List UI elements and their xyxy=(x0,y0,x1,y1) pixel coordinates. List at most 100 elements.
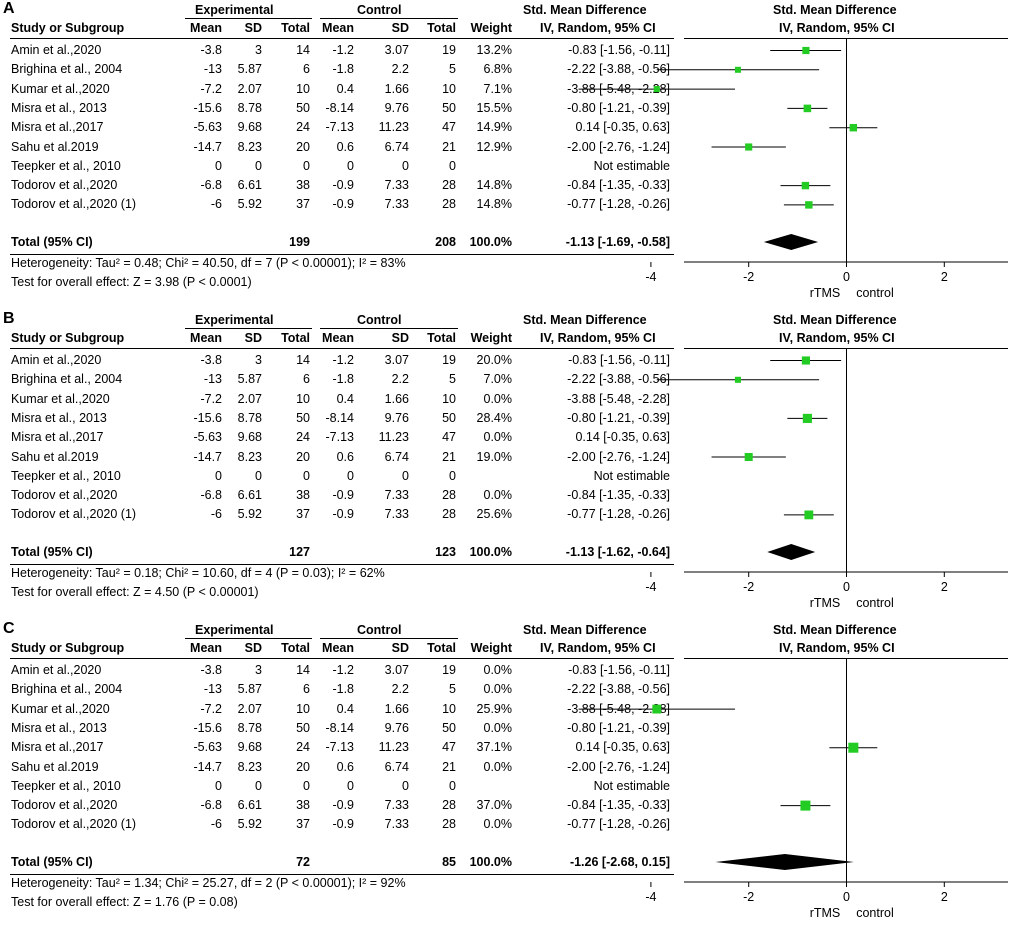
cell-e-total: 37 xyxy=(296,817,310,832)
cell-c-mean: -0.9 xyxy=(332,488,354,503)
study-name: Misra et al.,2017 xyxy=(11,120,104,135)
cell-e-total: 20 xyxy=(296,449,310,464)
cell-e-mean: -15.6 xyxy=(193,720,223,735)
point-estimate-square xyxy=(734,66,741,73)
rule-header-bottom xyxy=(10,348,674,349)
study-name: Amin et al.,2020 xyxy=(11,663,102,677)
rule-header-bottom xyxy=(10,658,674,659)
cell-c-sd: 7.33 xyxy=(384,507,409,522)
cell-ci-text: -2.00 [-2.76, -1.24] xyxy=(567,759,670,774)
header-method: IV, Random, 95% CI xyxy=(540,641,656,655)
favours-left-label: rTMS xyxy=(810,286,841,300)
study-name: Brighina et al., 2004 xyxy=(11,682,123,697)
cell-e-sd: 8.78 xyxy=(237,410,262,425)
cell-c-mean: 0.6 xyxy=(336,139,354,154)
cell-weight: 28.4% xyxy=(476,410,512,425)
cell-c-total: 10 xyxy=(442,701,456,716)
panel-letter: A xyxy=(3,0,15,17)
point-estimate-square xyxy=(849,123,858,132)
cell-weight: 0.0% xyxy=(483,430,513,445)
cell-c-mean: 0.6 xyxy=(336,449,354,464)
cell-e-mean: -14.7 xyxy=(193,759,223,774)
study-name: Amin et al.,2020 xyxy=(11,353,102,367)
header-e-total: Total xyxy=(281,21,310,35)
cell-ci-text: -3.88 [-5.48, -2.28] xyxy=(567,391,670,406)
cell-weight: 0.0% xyxy=(483,720,513,735)
total-label: Total (95% CI) xyxy=(11,235,93,249)
cell-e-sd: 3 xyxy=(255,353,262,367)
point-estimate-square xyxy=(802,46,810,55)
cell-c-sd: 7.33 xyxy=(384,817,409,832)
header-experimental: Experimental xyxy=(195,313,274,327)
cell-c-total: 50 xyxy=(442,100,456,115)
header-control: Control xyxy=(357,623,402,637)
total-weight: 100.0% xyxy=(469,855,512,869)
header-plot-title: Std. Mean Difference xyxy=(773,3,897,17)
cell-c-sd: 11.23 xyxy=(378,740,409,755)
point-estimate-square xyxy=(802,413,812,423)
cell-c-mean: -0.9 xyxy=(332,817,354,832)
cell-weight: 6.8% xyxy=(483,62,513,77)
header-control: Control xyxy=(357,313,402,327)
rule-table-bottom xyxy=(10,254,674,255)
header-experimental: Experimental xyxy=(195,623,274,637)
cell-e-mean: -13 xyxy=(203,372,222,387)
cell-c-sd: 2.2 xyxy=(391,62,409,77)
cell-e-sd: 8.23 xyxy=(237,759,262,774)
cell-c-mean: -7.13 xyxy=(325,740,355,755)
cell-c-mean: -0.9 xyxy=(332,798,354,813)
total-label: Total (95% CI) xyxy=(11,855,93,869)
header-study: Study or Subgroup xyxy=(11,331,125,345)
cell-e-sd: 6.61 xyxy=(237,178,262,193)
panel-letter: C xyxy=(3,620,15,637)
cell-ci-text: -2.22 [-3.88, -0.56] xyxy=(567,62,670,77)
cell-weight: 25.9% xyxy=(476,701,512,716)
point-estimate-square xyxy=(745,143,753,151)
study-name: Kumar et al.,2020 xyxy=(11,391,110,406)
x-tick-label: 0 xyxy=(843,580,850,594)
cell-c-sd: 3.07 xyxy=(384,663,409,677)
x-tick-label: -2 xyxy=(743,580,754,594)
header-e-sd: SD xyxy=(244,641,262,655)
x-tick-label: -4 xyxy=(645,890,656,904)
header-e-mean: Mean xyxy=(190,641,222,655)
header-c-sd: SD xyxy=(391,331,409,345)
favours-left-label: rTMS xyxy=(810,596,841,610)
cell-ci-text: Not estimable xyxy=(593,468,670,483)
cell-ci-text: -0.77 [-1.28, -0.26] xyxy=(567,817,670,832)
rule-control xyxy=(320,18,458,19)
header-plot-title: Std. Mean Difference xyxy=(773,623,897,637)
cell-e-total: 20 xyxy=(296,139,310,154)
forest-plot-svg: -4-2024rTMScontrol xyxy=(578,38,1008,300)
cell-e-sd: 0 xyxy=(255,778,262,793)
cell-ci-text: -2.22 [-3.88, -0.56] xyxy=(567,682,670,697)
cell-e-mean: -5.63 xyxy=(193,740,223,755)
point-estimate-square xyxy=(803,104,812,113)
header-weight: Weight xyxy=(470,641,512,655)
cell-c-sd: 1.66 xyxy=(384,391,409,406)
header-study: Study or Subgroup xyxy=(11,641,125,655)
cell-weight: 0.0% xyxy=(483,391,513,406)
cell-c-sd: 9.76 xyxy=(384,720,409,735)
cell-e-total: 0 xyxy=(303,778,310,793)
cell-e-total: 10 xyxy=(296,391,310,406)
overall-effect-text: Test for overall effect: Z = 4.50 (P < 0… xyxy=(11,585,259,599)
cell-c-mean: -0.9 xyxy=(332,507,354,522)
cell-e-sd: 8.78 xyxy=(237,100,262,115)
cell-e-sd: 6.61 xyxy=(237,798,262,813)
cell-c-sd: 3.07 xyxy=(384,353,409,367)
total-c: 208 xyxy=(435,235,456,249)
cell-c-mean: -1.2 xyxy=(332,663,354,677)
cell-e-total: 38 xyxy=(296,798,310,813)
cell-e-total: 0 xyxy=(303,468,310,483)
cell-e-sd: 2.07 xyxy=(237,391,262,406)
point-estimate-square xyxy=(804,510,814,520)
cell-c-total: 47 xyxy=(442,120,456,135)
header-c-mean: Mean xyxy=(322,21,354,35)
rule-table-bottom xyxy=(10,874,674,875)
cell-c-total: 28 xyxy=(442,507,456,522)
cell-c-total: 5 xyxy=(449,682,456,697)
cell-e-mean: -7.2 xyxy=(200,701,222,716)
x-tick-label: -4 xyxy=(645,270,656,284)
cell-c-mean: 0 xyxy=(347,158,354,173)
